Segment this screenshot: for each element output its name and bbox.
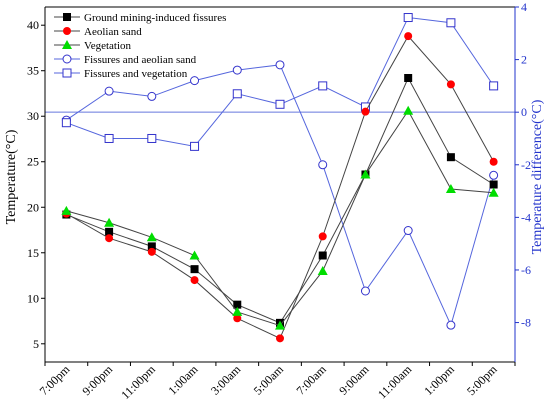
data-point — [190, 76, 200, 86]
data-point — [360, 169, 371, 179]
data-point — [147, 242, 156, 251]
y2-tick-label: 2 — [521, 53, 527, 67]
y-tick-label: 10 — [27, 291, 39, 305]
x-tick-label: 7:00am — [293, 362, 329, 398]
data-point — [232, 65, 242, 75]
series-line — [66, 35, 495, 340]
data-point — [105, 234, 114, 243]
legend-label: Vegetation — [84, 40, 132, 52]
data-point — [404, 32, 413, 41]
data-point — [104, 217, 115, 227]
legend-marker — [62, 40, 72, 49]
x-tick-label: 5:00pm — [464, 362, 500, 398]
data-point — [275, 99, 285, 109]
y-tick-label: 40 — [27, 18, 39, 32]
y2-tick-label: -4 — [521, 210, 531, 224]
legend-marker — [63, 13, 71, 21]
data-point — [275, 320, 285, 330]
y2-tick-label: -6 — [521, 263, 531, 277]
data-point — [489, 157, 498, 166]
y-tick-label: 35 — [27, 64, 39, 78]
y-axis-title: Temperature(°C) — [4, 129, 19, 224]
data-point — [445, 184, 456, 194]
data-point — [318, 251, 327, 260]
data-point — [489, 180, 498, 189]
data-point — [104, 86, 114, 96]
data-point — [488, 187, 499, 197]
data-point — [232, 89, 242, 99]
y-tick-label: 5 — [33, 337, 39, 351]
y2-axis-title: Temperature difference(°C) — [530, 99, 545, 254]
data-point — [190, 265, 199, 274]
legend-label: Aeolian sand — [84, 26, 142, 38]
data-point — [147, 91, 157, 101]
legend-marker — [62, 68, 72, 78]
x-tick-label: 11:00am — [375, 362, 415, 402]
y-tick-label: 20 — [27, 200, 39, 214]
x-tick-label: 3:00am — [208, 362, 244, 398]
data-point — [403, 226, 413, 236]
data-point — [147, 133, 157, 143]
data-point — [233, 300, 242, 309]
data-point — [318, 81, 328, 91]
data-point — [104, 133, 114, 143]
data-point — [190, 276, 199, 285]
x-tick-label: 1:00am — [165, 362, 201, 398]
legend-label: Fissures and aeolian sand — [84, 54, 197, 66]
data-point — [190, 141, 200, 151]
data-point — [489, 81, 499, 91]
y2-tick-label: 4 — [521, 0, 527, 14]
data-point — [146, 232, 157, 242]
data-point — [403, 105, 414, 115]
y-tick-label: 15 — [27, 246, 39, 260]
data-point — [189, 250, 200, 260]
legend-label: Fissures and vegetation — [84, 68, 188, 80]
data-point — [446, 80, 455, 89]
data-point — [61, 118, 71, 128]
y-tick-label: 25 — [27, 155, 39, 169]
legend-marker — [62, 54, 72, 64]
x-tick-label: 1:00pm — [421, 362, 457, 398]
x-tick-label: 11:00pm — [118, 362, 158, 402]
data-point — [403, 13, 413, 23]
y2-tick-label: -2 — [521, 158, 531, 172]
data-point — [233, 314, 242, 323]
x-tick-label: 9:00pm — [79, 362, 115, 398]
data-point — [446, 18, 456, 28]
data-point — [105, 227, 114, 236]
legend-label: Ground mining-induced fissures — [84, 12, 226, 24]
x-tick-label: 7:00pm — [37, 362, 73, 398]
data-point — [147, 247, 156, 256]
data-point — [360, 286, 370, 296]
data-point — [318, 232, 327, 241]
x-tick-label: 5:00am — [251, 362, 287, 398]
data-point — [446, 153, 455, 162]
y2-tick-label: -8 — [521, 316, 531, 330]
data-point — [446, 320, 456, 330]
legend-marker — [63, 27, 71, 35]
data-point — [317, 265, 328, 275]
y2-tick-label: 0 — [521, 105, 527, 119]
data-point — [361, 107, 370, 116]
data-point — [276, 334, 284, 343]
data-point — [318, 160, 328, 170]
y-tick-label: 30 — [27, 109, 39, 123]
x-tick-label: 9:00am — [336, 362, 372, 398]
data-point — [275, 60, 285, 70]
data-point — [489, 170, 499, 180]
series-line — [66, 109, 494, 327]
series-line — [66, 76, 494, 324]
data-point — [61, 205, 72, 215]
data-point — [232, 306, 243, 316]
data-point — [404, 74, 413, 82]
